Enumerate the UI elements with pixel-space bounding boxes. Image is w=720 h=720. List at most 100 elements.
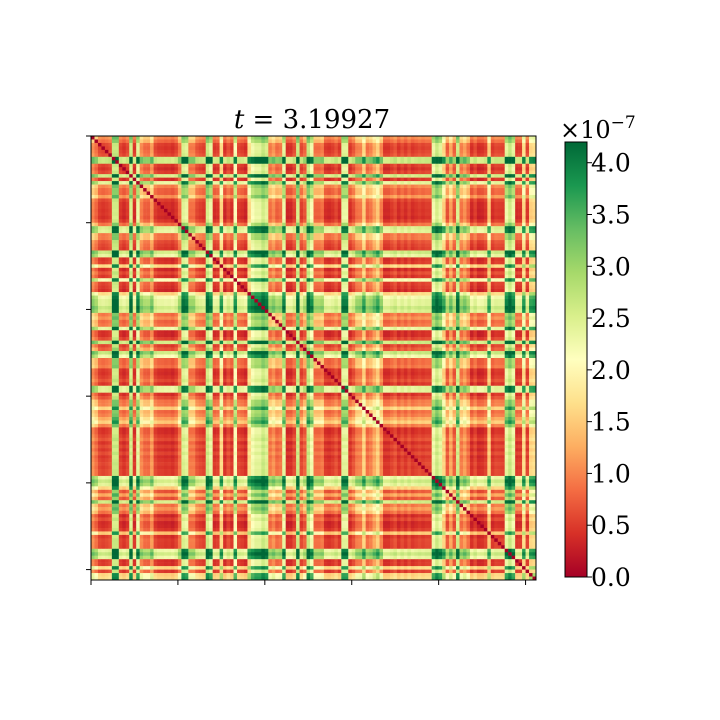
- heatmap-cell: [365, 177, 370, 182]
- heatmap-cell: [153, 201, 158, 206]
- heatmap-cell: [313, 174, 318, 178]
- heatmap-cell: [198, 136, 203, 140]
- heatmap-cell: [146, 167, 151, 171]
- heatmap-cell: [483, 136, 488, 140]
- heatmap-cell: [372, 149, 377, 154]
- heatmap-cell: [164, 236, 168, 241]
- heatmap-cell: [174, 149, 179, 154]
- heatmap-cell: [497, 267, 502, 272]
- heatmap-cell: [108, 205, 113, 210]
- heatmap-cell: [250, 233, 255, 237]
- heatmap-cell: [504, 212, 509, 217]
- heatmap-cell: [104, 170, 109, 175]
- heatmap-cell: [233, 153, 238, 158]
- heatmap-cell: [250, 139, 255, 144]
- heatmap-cell: [292, 215, 297, 220]
- heatmap-cell: [223, 149, 227, 154]
- heatmap-cell: [396, 253, 401, 258]
- heatmap-cell: [150, 260, 154, 265]
- heatmap-cell: [254, 153, 259, 158]
- heatmap-cell: [198, 194, 203, 199]
- heatmap-cell: [205, 236, 210, 241]
- heatmap-cell: [150, 212, 154, 217]
- heatmap-cell: [240, 236, 245, 241]
- heatmap-cell: [139, 174, 144, 178]
- heatmap-cell: [501, 250, 505, 255]
- heatmap-cell: [150, 167, 154, 171]
- heatmap-cell: [334, 142, 339, 147]
- heatmap-cell: [240, 208, 245, 213]
- heatmap-cell: [108, 198, 113, 203]
- heatmap-cell: [323, 264, 328, 269]
- heatmap-cell: [181, 257, 186, 262]
- heatmap-cell: [522, 260, 526, 265]
- heatmap-cell: [254, 142, 259, 147]
- heatmap-cell: [104, 212, 109, 217]
- heatmap-cell: [407, 167, 412, 171]
- heatmap-cell: [122, 253, 127, 258]
- heatmap-cell: [330, 253, 335, 258]
- heatmap-cell: [449, 250, 453, 255]
- heatmap-cell: [358, 257, 363, 262]
- heatmap-cell: [202, 149, 206, 154]
- heatmap-cell: [289, 136, 293, 140]
- heatmap-cell: [212, 188, 217, 192]
- heatmap-cell: [233, 205, 238, 210]
- heatmap-cell: [372, 229, 377, 234]
- heatmap-cell: [407, 222, 412, 227]
- heatmap-cell: [209, 264, 213, 269]
- heatmap-cell: [330, 229, 335, 234]
- heatmap-cell: [205, 181, 210, 185]
- heatmap-cell: [174, 136, 179, 140]
- heatmap-cell: [264, 229, 269, 234]
- heatmap-cell: [442, 201, 446, 206]
- heatmap-cell: [181, 191, 186, 196]
- heatmap-cell: [216, 212, 220, 217]
- heatmap-cell: [522, 139, 526, 144]
- heatmap-cell: [146, 264, 151, 269]
- heatmap-cell: [264, 264, 269, 269]
- heatmap-cell: [254, 139, 259, 144]
- heatmap-cell: [473, 260, 478, 265]
- heatmap-cell: [177, 260, 182, 265]
- heatmap-cell: [254, 208, 259, 213]
- heatmap-cell: [431, 215, 436, 220]
- heatmap-cell: [230, 139, 234, 144]
- heatmap-cell: [261, 208, 266, 213]
- heatmap-cell: [268, 215, 273, 220]
- heatmap-cell: [323, 253, 328, 258]
- heatmap-cell: [303, 219, 307, 223]
- heatmap-cell: [278, 212, 283, 217]
- heatmap-cell: [296, 177, 300, 182]
- heatmap-cell: [522, 240, 526, 244]
- heatmap-cell: [442, 247, 446, 251]
- heatmap-cell: [108, 156, 113, 161]
- heatmap-cell: [330, 247, 335, 251]
- heatmap-cell: [146, 153, 151, 158]
- heatmap-cell: [435, 146, 439, 151]
- heatmap-cell: [445, 247, 450, 251]
- heatmap-cell: [111, 142, 116, 147]
- heatmap-cell: [480, 243, 485, 248]
- heatmap-cell: [240, 243, 245, 248]
- heatmap-cell: [469, 174, 474, 178]
- heatmap-cell: [198, 174, 203, 178]
- heatmap-cell: [421, 188, 425, 192]
- heatmap-cell: [369, 198, 373, 203]
- heatmap-cell: [476, 181, 481, 185]
- heatmap-cell: [396, 215, 401, 220]
- heatmap-cell: [337, 153, 342, 158]
- heatmap-cell: [320, 191, 325, 196]
- heatmap-cell: [480, 236, 485, 241]
- heatmap-cell: [118, 153, 123, 158]
- heatmap-cell: [351, 212, 356, 217]
- heatmap-cell: [473, 198, 478, 203]
- heatmap-cell: [164, 198, 168, 203]
- heatmap-cell: [146, 188, 151, 192]
- heatmap-cell: [435, 156, 439, 161]
- heatmap-cell: [504, 247, 509, 251]
- heatmap-cell: [91, 170, 95, 175]
- heatmap-cell: [247, 201, 252, 206]
- heatmap-cell: [136, 240, 140, 244]
- heatmap-cell: [469, 250, 474, 255]
